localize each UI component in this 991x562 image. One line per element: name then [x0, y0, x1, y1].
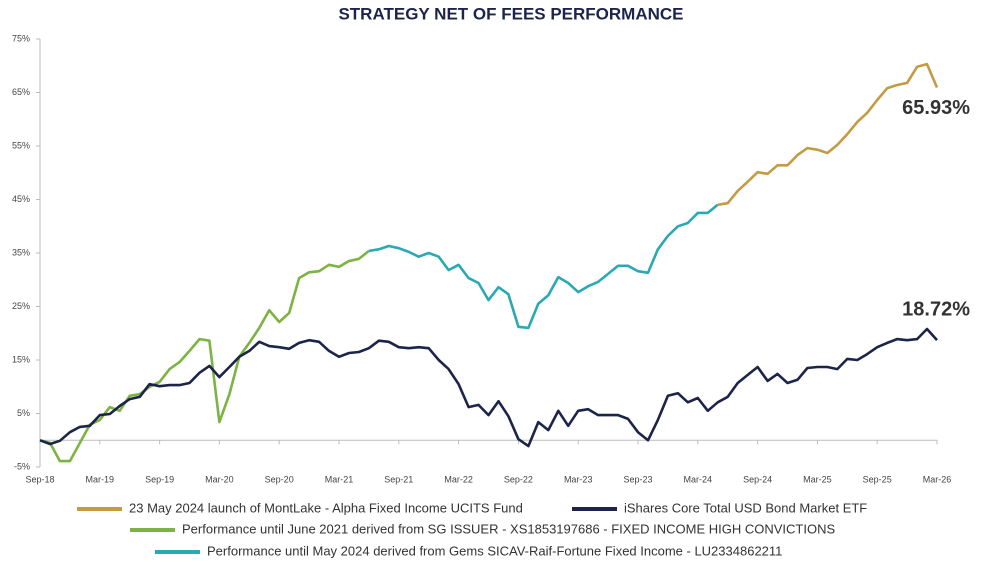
y-tick-label: 75% — [12, 33, 30, 43]
y-tick-label: 5% — [17, 408, 30, 418]
series-line — [368, 203, 719, 330]
series-line — [39, 249, 370, 463]
legend-label: iShares Core Total USD Bond Market ETF — [624, 500, 867, 515]
y-tick-label: 55% — [12, 140, 30, 150]
series-line — [717, 62, 939, 207]
x-tick-label: Sep-18 — [25, 474, 54, 484]
y-tick-label: -5% — [14, 461, 30, 471]
x-tick-label: Mar-21 — [325, 474, 354, 484]
y-tick-label: 25% — [12, 301, 30, 311]
x-tick-label: Mar-20 — [205, 474, 234, 484]
x-tick-label: Mar-19 — [86, 474, 115, 484]
x-tick-label: Mar-25 — [803, 474, 832, 484]
value-label: 18.72% — [902, 298, 970, 320]
y-tick-label: 65% — [12, 87, 30, 97]
x-tick-label: Sep-22 — [504, 474, 533, 484]
x-tick-label: Sep-19 — [145, 474, 174, 484]
x-tick-label: Mar-26 — [923, 474, 952, 484]
chart-title: STRATEGY NET OF FEES PERFORMANCE — [338, 4, 683, 23]
x-tick-label: Sep-23 — [623, 474, 652, 484]
series-line — [39, 327, 938, 448]
legend-label: 23 May 2024 launch of MontLake - Alpha F… — [129, 500, 523, 515]
x-tick-label: Sep-24 — [743, 474, 772, 484]
y-tick-label: 15% — [12, 354, 30, 364]
y-tick-label: 35% — [12, 247, 30, 257]
y-tick-label: 45% — [12, 194, 30, 204]
legend-label: Performance until May 2024 derived from … — [207, 543, 782, 558]
x-tick-label: Mar-23 — [564, 474, 593, 484]
legend-label: Performance until June 2021 derived from… — [182, 521, 835, 536]
x-tick-label: Mar-24 — [684, 474, 713, 484]
x-tick-label: Sep-25 — [863, 474, 892, 484]
x-tick-label: Sep-20 — [265, 474, 294, 484]
x-tick-label: Sep-21 — [384, 474, 413, 484]
value-label: 65.93% — [902, 97, 970, 119]
x-tick-label: Mar-22 — [444, 474, 473, 484]
